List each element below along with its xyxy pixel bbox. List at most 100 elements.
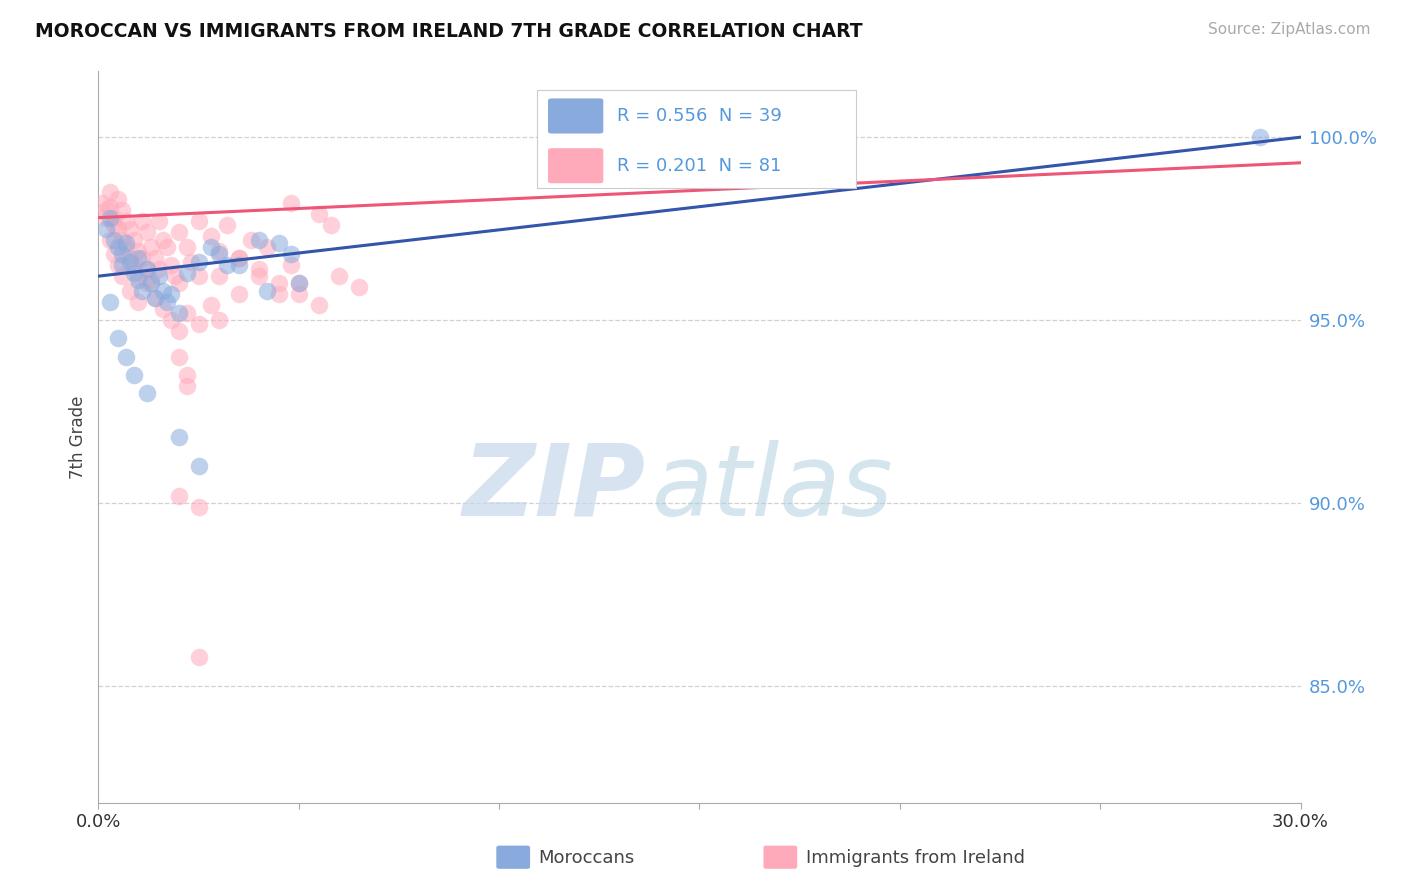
Y-axis label: 7th Grade: 7th Grade bbox=[69, 395, 87, 479]
Text: MOROCCAN VS IMMIGRANTS FROM IRELAND 7TH GRADE CORRELATION CHART: MOROCCAN VS IMMIGRANTS FROM IRELAND 7TH … bbox=[35, 22, 863, 41]
Point bbox=[247, 261, 270, 276]
Point bbox=[120, 221, 142, 235]
Point bbox=[152, 302, 174, 317]
Point bbox=[200, 240, 222, 254]
Point bbox=[215, 258, 238, 272]
Point bbox=[128, 251, 150, 265]
Point bbox=[163, 269, 186, 284]
Point bbox=[135, 261, 157, 276]
Point bbox=[107, 221, 129, 235]
Point bbox=[228, 251, 250, 265]
Point bbox=[103, 218, 125, 232]
Point bbox=[107, 193, 129, 207]
Point bbox=[135, 277, 157, 291]
Point bbox=[228, 251, 250, 265]
Point bbox=[167, 489, 190, 503]
Point bbox=[155, 240, 177, 254]
Point bbox=[115, 350, 138, 364]
Point bbox=[152, 233, 174, 247]
Point bbox=[111, 203, 134, 218]
Point bbox=[124, 233, 146, 247]
Point bbox=[167, 306, 190, 320]
Point bbox=[180, 254, 202, 268]
Point bbox=[308, 298, 330, 312]
Point bbox=[159, 313, 181, 327]
Point bbox=[143, 251, 166, 265]
Point bbox=[288, 287, 311, 301]
Point bbox=[247, 269, 270, 284]
Point bbox=[131, 284, 153, 298]
Point bbox=[159, 258, 181, 272]
Point bbox=[96, 221, 118, 235]
Point bbox=[176, 368, 198, 382]
Point bbox=[91, 196, 114, 211]
Point bbox=[208, 313, 231, 327]
Text: Immigrants from Ireland: Immigrants from Ireland bbox=[806, 849, 1025, 867]
Point bbox=[120, 251, 142, 265]
Point bbox=[115, 214, 138, 228]
Point bbox=[148, 214, 170, 228]
Text: R = 0.556  N = 39: R = 0.556 N = 39 bbox=[617, 107, 782, 125]
Point bbox=[124, 258, 146, 272]
Point bbox=[148, 261, 170, 276]
Point bbox=[131, 214, 153, 228]
Point bbox=[128, 244, 150, 258]
Point bbox=[347, 280, 370, 294]
Point bbox=[115, 236, 138, 251]
Point bbox=[187, 214, 209, 228]
Point bbox=[176, 306, 198, 320]
Point bbox=[187, 459, 209, 474]
Point bbox=[319, 218, 342, 232]
Point bbox=[167, 350, 190, 364]
Point bbox=[208, 269, 231, 284]
Point bbox=[280, 258, 302, 272]
Point bbox=[100, 211, 122, 225]
Point bbox=[111, 233, 134, 247]
Text: atlas: atlas bbox=[651, 440, 893, 537]
Point bbox=[107, 240, 129, 254]
Point bbox=[1250, 130, 1272, 145]
Point bbox=[139, 277, 162, 291]
Text: Moroccans: Moroccans bbox=[538, 849, 634, 867]
Point bbox=[128, 269, 150, 284]
Point bbox=[267, 287, 290, 301]
FancyBboxPatch shape bbox=[548, 148, 603, 183]
Point bbox=[187, 254, 209, 268]
Text: Source: ZipAtlas.com: Source: ZipAtlas.com bbox=[1208, 22, 1371, 37]
Point bbox=[167, 277, 190, 291]
Point bbox=[100, 200, 122, 214]
Point bbox=[256, 284, 278, 298]
Point bbox=[176, 379, 198, 393]
Point bbox=[152, 284, 174, 298]
Point bbox=[111, 258, 134, 272]
Point bbox=[228, 287, 250, 301]
Point bbox=[280, 247, 302, 261]
Point bbox=[200, 229, 222, 244]
Point bbox=[107, 331, 129, 345]
Point bbox=[208, 247, 231, 261]
Point bbox=[187, 500, 209, 514]
Point bbox=[288, 277, 311, 291]
Point bbox=[328, 269, 350, 284]
Point bbox=[256, 240, 278, 254]
Point bbox=[239, 233, 262, 247]
Point bbox=[135, 261, 157, 276]
Point bbox=[143, 291, 166, 305]
Point bbox=[159, 287, 181, 301]
Point bbox=[247, 233, 270, 247]
Point bbox=[167, 430, 190, 444]
Point bbox=[128, 294, 150, 309]
Point bbox=[103, 211, 125, 225]
Point bbox=[100, 294, 122, 309]
Point bbox=[96, 203, 118, 218]
Point bbox=[111, 247, 134, 261]
Point bbox=[139, 240, 162, 254]
Point bbox=[103, 233, 125, 247]
Point bbox=[124, 266, 146, 280]
Point bbox=[267, 277, 290, 291]
FancyBboxPatch shape bbox=[548, 98, 603, 134]
Point bbox=[96, 211, 118, 225]
Point bbox=[187, 269, 209, 284]
Point bbox=[187, 317, 209, 331]
Point bbox=[167, 225, 190, 239]
